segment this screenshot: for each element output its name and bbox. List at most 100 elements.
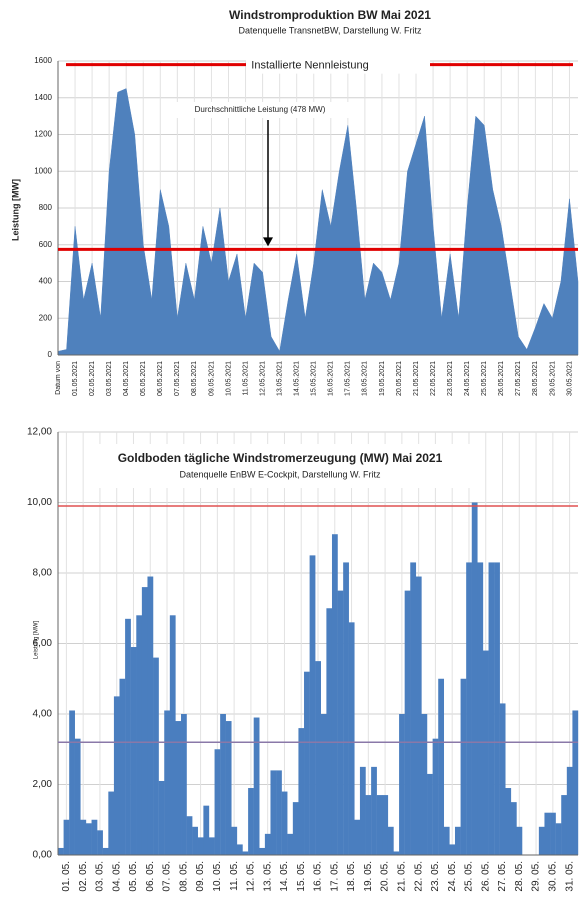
x-tick-label: 27. 05. xyxy=(497,861,508,892)
bar xyxy=(466,562,472,855)
bar xyxy=(259,847,266,855)
bar xyxy=(220,714,226,855)
x-tick-label: 08.05.2021 xyxy=(191,361,198,396)
bar xyxy=(427,773,433,855)
bar xyxy=(270,770,277,855)
bar xyxy=(264,833,271,855)
x-tick-label: 25.05.2021 xyxy=(481,361,488,396)
bar xyxy=(242,851,249,855)
chart-title: Windstromproduktion BW Mai 2021 xyxy=(229,8,431,22)
bar xyxy=(248,788,254,855)
x-tick-label: 21.05.2021 xyxy=(413,361,420,396)
x-tick-label: 30. 05. xyxy=(547,861,558,892)
x-tick-label: 28. 05. xyxy=(514,861,525,892)
bar xyxy=(97,830,103,855)
reference-label: Durchschnittliche Leistung (478 MW) xyxy=(195,105,326,114)
bar xyxy=(331,534,338,855)
area xyxy=(57,88,579,356)
bar xyxy=(516,826,523,855)
x-tick-label: 18.05.2021 xyxy=(362,361,369,396)
x-tick-label: 20.05.2021 xyxy=(396,361,403,396)
bar xyxy=(555,823,562,855)
x-tick-label: 23. 05. xyxy=(430,861,441,892)
bar xyxy=(561,795,568,855)
bar xyxy=(147,576,154,855)
bar xyxy=(108,791,115,855)
bar xyxy=(186,816,193,855)
bar xyxy=(449,844,456,855)
bar xyxy=(488,562,495,855)
bar xyxy=(74,738,81,855)
bar xyxy=(387,826,394,855)
x-tick-label: 07. 05. xyxy=(162,861,173,892)
x-tick-label: 16. 05. xyxy=(313,861,324,892)
y-tick-label: 1200 xyxy=(34,130,52,139)
y-tick-label: 1400 xyxy=(34,93,52,102)
bar xyxy=(304,671,310,855)
x-tick-label: 04.05.2021 xyxy=(123,361,130,396)
y-tick-label: 12,00 xyxy=(27,427,52,438)
bar xyxy=(454,826,461,855)
bar xyxy=(376,795,383,855)
y-tick-label: 6,00 xyxy=(33,638,53,649)
x-tick-label: 24.05.2021 xyxy=(464,361,471,396)
x-tick-label: 13. 05. xyxy=(262,861,273,892)
bar xyxy=(214,749,221,855)
x-tick-label: 14. 05. xyxy=(279,861,290,892)
x-tick-label: 13.05.2021 xyxy=(276,361,283,396)
bar xyxy=(538,826,545,855)
bar xyxy=(281,791,288,855)
x-tick-label: 01. 05. xyxy=(61,861,72,892)
title-box xyxy=(92,444,470,488)
y-tick-label: 1600 xyxy=(34,56,52,65)
bar xyxy=(566,766,573,855)
x-tick-label: 02. 05. xyxy=(78,861,89,892)
x-tick-label: 17.05.2021 xyxy=(345,361,352,396)
x-tick-label: 25. 05. xyxy=(464,861,475,892)
bar xyxy=(231,826,238,855)
y-tick-label: 400 xyxy=(39,277,53,286)
y-tick-label: 800 xyxy=(39,203,53,212)
bar xyxy=(298,728,305,855)
bar xyxy=(309,555,316,855)
x-tick-label: 24. 05. xyxy=(447,861,458,892)
x-tick-label: 19. 05. xyxy=(363,861,374,892)
x-tick-label: 05. 05. xyxy=(128,861,139,892)
x-tick-label: 07.05.2021 xyxy=(174,361,181,396)
x-tick-label: 10. 05. xyxy=(212,861,223,892)
bar xyxy=(354,819,361,855)
x-tick-label: 30.05.2021 xyxy=(566,361,573,396)
bar xyxy=(102,847,109,855)
bar xyxy=(343,562,349,855)
x-tick-label: 28.05.2021 xyxy=(532,361,539,396)
bar xyxy=(276,770,282,855)
arrow-head xyxy=(263,237,273,247)
bar xyxy=(382,795,389,855)
bar xyxy=(315,661,321,855)
y-tick-label: 600 xyxy=(39,240,53,249)
y-tick-label: 200 xyxy=(39,313,53,322)
bar xyxy=(320,714,327,855)
label-box xyxy=(246,55,430,74)
bar xyxy=(58,847,64,855)
bar xyxy=(236,844,243,855)
bar xyxy=(337,590,344,855)
bar xyxy=(141,587,148,855)
y-tick-label: 2,00 xyxy=(33,779,53,790)
bar xyxy=(113,696,120,855)
bar xyxy=(192,826,198,855)
x-tick-label: 02.05.2021 xyxy=(89,361,96,396)
x-tick-label: 26. 05. xyxy=(480,861,491,892)
x-tick-label: 12.05.2021 xyxy=(259,361,266,396)
bar xyxy=(348,622,355,855)
bar xyxy=(197,837,204,855)
bar xyxy=(208,837,215,855)
bar xyxy=(153,657,159,855)
x-tick-label: 15.05.2021 xyxy=(311,361,318,396)
chart-subtitle: Datenquelle TransnetBW, Darstellung W. F… xyxy=(238,25,422,35)
y-axis-label: Leistung [MW] xyxy=(10,179,20,241)
bar xyxy=(203,805,210,855)
x-tick-label: 22. 05. xyxy=(413,861,424,892)
bar xyxy=(371,766,377,855)
